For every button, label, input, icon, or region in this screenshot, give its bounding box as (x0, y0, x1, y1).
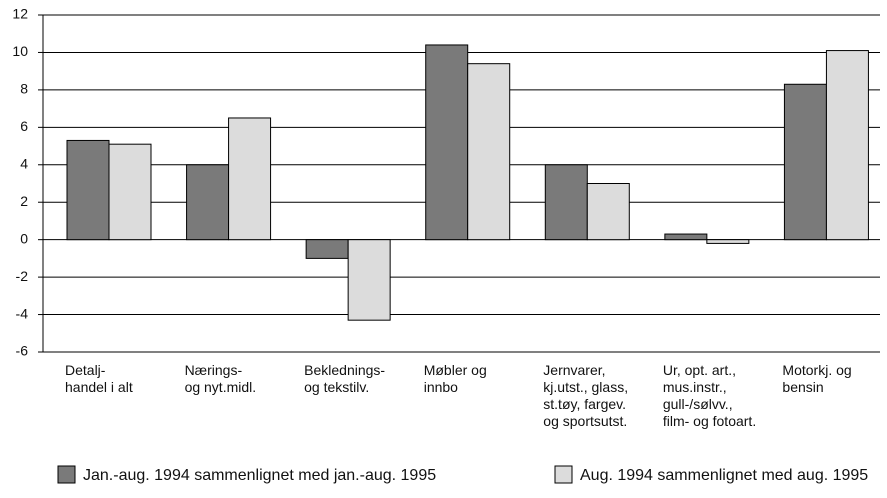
bar (425, 44, 469, 241)
bar (66, 139, 110, 241)
bar (186, 164, 230, 241)
y-tick-label: -2 (16, 268, 29, 284)
x-tick-label: Motorkj. og bensin (782, 362, 851, 395)
y-tick-label: 6 (20, 118, 28, 134)
y-tick-label: -4 (16, 305, 29, 321)
y-tick-label: 4 (20, 155, 28, 171)
y-tick-label: 10 (12, 43, 28, 59)
bar (783, 83, 827, 241)
x-tick-label: Nærings-og nyt.midl. (185, 362, 257, 395)
y-tick-label: 8 (20, 81, 28, 97)
legend-label: Jan.-aug. 1994 sammenlignet med jan.-aug… (83, 467, 436, 484)
bar (544, 164, 588, 241)
bar (825, 50, 869, 241)
x-tick-label: Detalj-handel i alt (65, 362, 133, 395)
y-tick-label: 12 (12, 6, 28, 22)
legend-label: Aug. 1994 sammenlignet med aug. 1995 (580, 467, 868, 484)
bar (664, 233, 708, 241)
bar (228, 117, 272, 241)
bar (108, 143, 152, 241)
y-tick-label: -6 (16, 343, 29, 359)
y-tick-label: 0 (20, 230, 28, 246)
x-tick-label: Beklednings-og tekstilv. (304, 362, 385, 395)
x-tick-label: Jernvarer, kj.utst., glass, st.tøy, fargev… (543, 362, 628, 429)
legend-swatch (57, 465, 76, 484)
x-tick-label: Møbler og innbo (424, 362, 487, 395)
bar (347, 239, 391, 321)
bar (305, 239, 349, 259)
bar (586, 183, 630, 241)
y-tick-label: 2 (20, 193, 28, 209)
x-tick-label: Ur, opt. art., mus.instr., gull-/sølvv., fi… (663, 362, 756, 429)
bar (706, 239, 750, 244)
legend-swatch (554, 465, 573, 484)
bar (467, 63, 511, 241)
